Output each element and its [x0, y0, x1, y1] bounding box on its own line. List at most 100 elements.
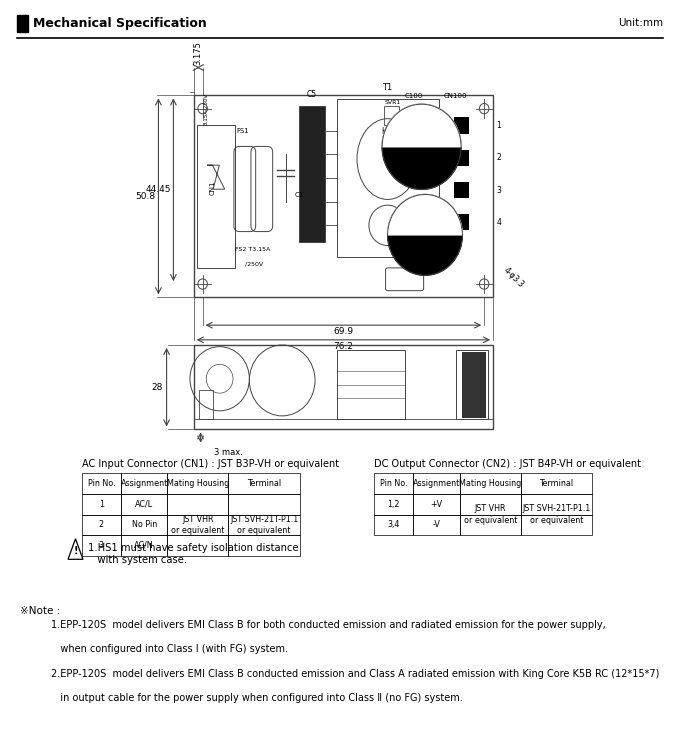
Text: C100: C100 — [405, 93, 423, 99]
Text: 2.EPP-120S  model delivers EMI Class B conducted emission and Class A radiated e: 2.EPP-120S model delivers EMI Class B co… — [51, 669, 660, 679]
Text: Terminal: Terminal — [247, 479, 282, 488]
Text: JST VHR: JST VHR — [475, 504, 506, 513]
Text: FS2 T3.15A: FS2 T3.15A — [235, 247, 270, 252]
Text: or equivalent: or equivalent — [171, 526, 224, 535]
Text: 2: 2 — [496, 153, 501, 162]
Bar — [413, 473, 460, 494]
Bar — [337, 350, 405, 419]
Bar — [82, 494, 121, 515]
Bar — [521, 515, 592, 535]
Bar — [454, 150, 469, 166]
Text: +V: +V — [430, 500, 443, 509]
Bar — [121, 535, 167, 556]
Bar — [374, 494, 413, 515]
Bar — [228, 515, 300, 535]
Text: 1: 1 — [99, 500, 104, 509]
Text: /250V: /250V — [245, 261, 263, 266]
Text: No Pin: No Pin — [131, 520, 157, 529]
Text: 28: 28 — [152, 382, 163, 392]
Text: Pin No.: Pin No. — [88, 479, 115, 488]
Text: T1: T1 — [382, 83, 393, 92]
Text: AC Input Connector (CN1) : JST B3P-VH or equivalent: AC Input Connector (CN1) : JST B3P-VH or… — [82, 459, 339, 469]
Text: !: ! — [73, 546, 78, 556]
Text: 44.45: 44.45 — [146, 185, 171, 195]
Text: 50.8: 50.8 — [135, 192, 155, 201]
Text: Assignment: Assignment — [120, 479, 168, 488]
Bar — [337, 99, 439, 257]
Circle shape — [382, 104, 461, 189]
Text: 1.HS1 must have safety isolation distance
   with system case.: 1.HS1 must have safety isolation distanc… — [88, 543, 299, 564]
Circle shape — [388, 195, 462, 275]
Text: 3,4: 3,4 — [388, 520, 400, 529]
Text: C119: C119 — [406, 263, 424, 269]
Text: ※Note :: ※Note : — [20, 606, 61, 616]
Bar — [456, 350, 488, 419]
Bar — [82, 535, 121, 556]
Bar — [374, 473, 413, 494]
Bar — [121, 473, 167, 494]
Text: Assignment: Assignment — [413, 479, 460, 488]
Text: or equivalent: or equivalent — [464, 516, 517, 525]
Wedge shape — [382, 104, 461, 147]
Bar — [17, 15, 28, 32]
Text: 1: 1 — [496, 121, 501, 130]
Text: JST VHR: JST VHR — [182, 515, 214, 523]
Text: HS1: HS1 — [381, 127, 396, 136]
Bar — [454, 117, 469, 134]
Text: JST SVH-21T-P1.1: JST SVH-21T-P1.1 — [230, 515, 299, 523]
Bar — [194, 95, 493, 297]
Bar — [460, 473, 521, 494]
Bar — [121, 494, 167, 515]
Bar — [194, 345, 493, 429]
Bar — [460, 494, 521, 515]
Bar — [82, 515, 121, 535]
Bar — [167, 515, 228, 535]
Bar — [167, 535, 228, 556]
Text: C1: C1 — [295, 192, 305, 198]
Text: AC/L: AC/L — [135, 500, 153, 509]
Text: or equivalent: or equivalent — [237, 526, 291, 535]
Bar — [374, 515, 413, 535]
Bar — [454, 182, 469, 198]
Bar — [521, 473, 592, 494]
Text: AC/N: AC/N — [135, 541, 154, 550]
Bar — [454, 214, 469, 230]
Text: C105: C105 — [432, 238, 452, 247]
Bar — [167, 494, 228, 515]
Bar — [228, 494, 300, 515]
Bar — [460, 515, 521, 535]
Text: Terminal: Terminal — [539, 479, 574, 488]
Wedge shape — [388, 195, 462, 235]
Text: Mating Housing: Mating Housing — [459, 479, 522, 488]
Text: FS1: FS1 — [236, 128, 249, 134]
Bar — [167, 473, 228, 494]
Text: 3: 3 — [496, 186, 501, 195]
Text: DC Output Connector (CN2) : JST B4P-VH or equivalent: DC Output Connector (CN2) : JST B4P-VH o… — [374, 459, 641, 469]
Text: JST SVH-21T-P1.1: JST SVH-21T-P1.1 — [522, 504, 591, 513]
Text: 76.2: 76.2 — [333, 342, 354, 351]
Bar — [384, 106, 399, 125]
Bar — [228, 535, 300, 556]
Text: Pin No.: Pin No. — [380, 479, 407, 488]
Text: Unit:mm: Unit:mm — [618, 18, 663, 29]
Bar — [413, 494, 460, 515]
Text: C5: C5 — [307, 90, 317, 99]
Text: SVR1: SVR1 — [384, 100, 401, 105]
Bar — [228, 473, 300, 494]
Text: Mechanical Specification: Mechanical Specification — [33, 17, 207, 30]
Text: CN100: CN100 — [444, 93, 468, 99]
Text: -V: -V — [432, 520, 441, 529]
Text: when configured into Class Ⅰ (with FG) system.: when configured into Class Ⅰ (with FG) s… — [51, 644, 288, 655]
Text: CN1: CN1 — [210, 180, 216, 195]
Text: 2: 2 — [99, 520, 104, 529]
Bar — [121, 515, 167, 535]
Text: Mating Housing: Mating Housing — [167, 479, 229, 488]
Bar — [299, 106, 325, 242]
Bar — [82, 473, 121, 494]
Text: in output cable for the power supply when configured into Class Ⅱ (no FG) system: in output cable for the power supply whe… — [51, 693, 463, 703]
Text: 3 max.: 3 max. — [214, 448, 243, 457]
Text: 69.9: 69.9 — [333, 327, 354, 336]
Text: 1,2: 1,2 — [388, 500, 400, 509]
Text: 1.EPP-120S  model delivers EMI Class B for both conducted emission and radiated : 1.EPP-120S model delivers EMI Class B fo… — [51, 620, 606, 631]
Bar — [413, 515, 460, 535]
